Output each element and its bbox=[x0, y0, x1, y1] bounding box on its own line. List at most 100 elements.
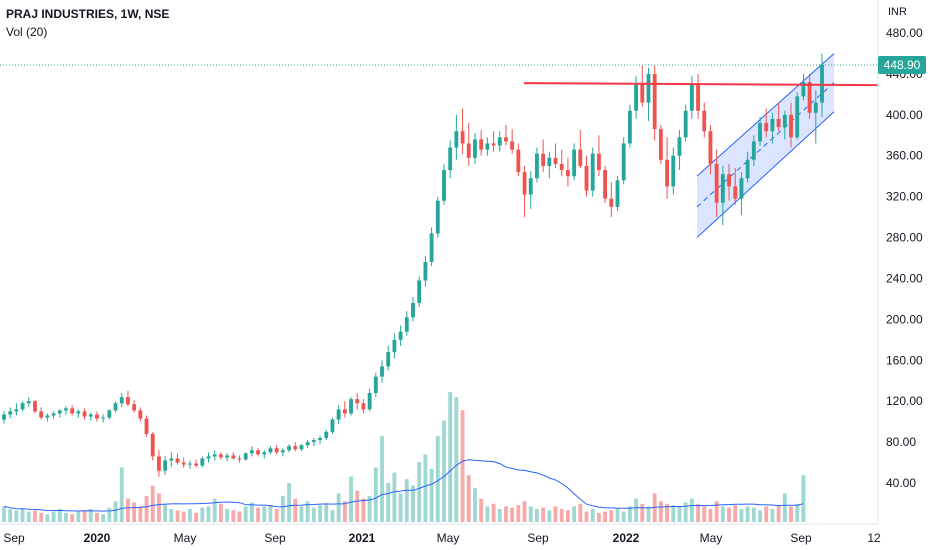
volume-bar bbox=[795, 503, 800, 522]
candle bbox=[442, 163, 446, 205]
candle bbox=[14, 403, 19, 416]
candle-body bbox=[429, 233, 434, 263]
volume-bar bbox=[342, 501, 347, 522]
candle bbox=[795, 92, 800, 140]
candle-body bbox=[677, 137, 682, 156]
candle bbox=[194, 459, 199, 468]
channel-lower-line[interactable] bbox=[696, 111, 835, 238]
price-tick-label: 280.00 bbox=[886, 231, 923, 245]
candle-body bbox=[621, 143, 626, 181]
volume-bar bbox=[51, 511, 56, 522]
candle-body bbox=[572, 149, 577, 177]
candle-body bbox=[262, 452, 267, 455]
candle-body bbox=[770, 118, 775, 132]
candle-body bbox=[473, 139, 477, 158]
candle-body bbox=[627, 110, 632, 144]
candle-body bbox=[448, 147, 453, 171]
candle bbox=[504, 125, 508, 146]
price-tick-label: 240.00 bbox=[886, 271, 923, 285]
candle-body bbox=[231, 455, 236, 459]
candle-body bbox=[404, 317, 409, 332]
candle-body bbox=[720, 174, 725, 203]
candle-body bbox=[516, 149, 521, 173]
candle-body bbox=[243, 453, 248, 460]
candle bbox=[2, 411, 6, 424]
volume-bar bbox=[237, 511, 242, 522]
candle bbox=[646, 67, 651, 121]
volume-bar bbox=[683, 502, 688, 522]
volume-bar bbox=[770, 509, 775, 522]
candle-body bbox=[596, 153, 601, 171]
candle bbox=[584, 155, 589, 197]
candle-body bbox=[373, 376, 378, 393]
candle bbox=[708, 125, 713, 175]
candle-body bbox=[187, 463, 192, 465]
volume-bar bbox=[485, 506, 490, 522]
candle bbox=[324, 429, 329, 441]
candle-body bbox=[801, 82, 806, 97]
volume-bar bbox=[330, 510, 335, 522]
volume-bar bbox=[181, 511, 186, 522]
volume-bar bbox=[311, 507, 316, 522]
candle-body bbox=[479, 139, 484, 150]
volume-bar bbox=[243, 506, 248, 522]
candle-body bbox=[212, 454, 217, 457]
candle-body bbox=[293, 446, 298, 450]
volume-bar bbox=[634, 498, 639, 522]
volume-bar bbox=[380, 436, 384, 522]
candle-body bbox=[733, 186, 738, 199]
candle-body bbox=[758, 123, 762, 142]
candle bbox=[702, 102, 707, 138]
candle-body bbox=[349, 399, 353, 414]
volume-bar bbox=[26, 511, 31, 522]
candle-body bbox=[807, 82, 812, 113]
candle bbox=[776, 102, 781, 132]
candle-body bbox=[714, 163, 719, 203]
candle bbox=[70, 405, 75, 416]
volume-bar bbox=[392, 472, 397, 522]
candle-body bbox=[652, 73, 657, 130]
candle-body bbox=[70, 408, 75, 414]
volume-bar bbox=[776, 505, 781, 522]
candle-body bbox=[113, 403, 118, 411]
volume-bar bbox=[603, 511, 608, 522]
volume-bar bbox=[225, 509, 230, 522]
volume-bar bbox=[373, 467, 378, 522]
candle bbox=[293, 442, 298, 452]
volume-bar bbox=[411, 485, 415, 522]
candle bbox=[392, 333, 397, 359]
resistance-line[interactable] bbox=[523, 82, 879, 87]
candle-body bbox=[751, 141, 756, 160]
candle-body bbox=[745, 159, 750, 179]
candle-body bbox=[119, 397, 124, 404]
candle bbox=[510, 129, 515, 154]
volume-bar bbox=[324, 503, 329, 522]
candle-body bbox=[26, 401, 31, 404]
overlays bbox=[0, 64, 879, 87]
candle-body bbox=[702, 110, 707, 132]
volume-bar bbox=[596, 512, 601, 522]
candle bbox=[163, 456, 168, 475]
volume-bar bbox=[423, 454, 428, 522]
candle bbox=[813, 90, 818, 144]
candle bbox=[801, 73, 806, 101]
channel-upper-line[interactable] bbox=[696, 53, 835, 177]
candle-body bbox=[590, 153, 595, 191]
candle-body bbox=[435, 200, 440, 234]
volume-bar bbox=[88, 509, 93, 522]
candle bbox=[658, 125, 663, 164]
time-tick-label: May bbox=[437, 531, 460, 545]
candle bbox=[782, 110, 787, 140]
candle bbox=[541, 139, 546, 173]
time-axis[interactable]: Sep 2020 May Sep 2021 May Sep 2022 May Sep 12 bbox=[3, 531, 881, 545]
volume-bar bbox=[249, 502, 254, 522]
candle-body bbox=[299, 445, 304, 450]
candle-body bbox=[51, 413, 56, 416]
volume-bar bbox=[460, 410, 465, 522]
candle-body bbox=[181, 462, 186, 465]
candle-body bbox=[144, 418, 149, 434]
volume-bar bbox=[609, 510, 614, 522]
candle bbox=[8, 407, 13, 419]
candle bbox=[696, 73, 700, 119]
